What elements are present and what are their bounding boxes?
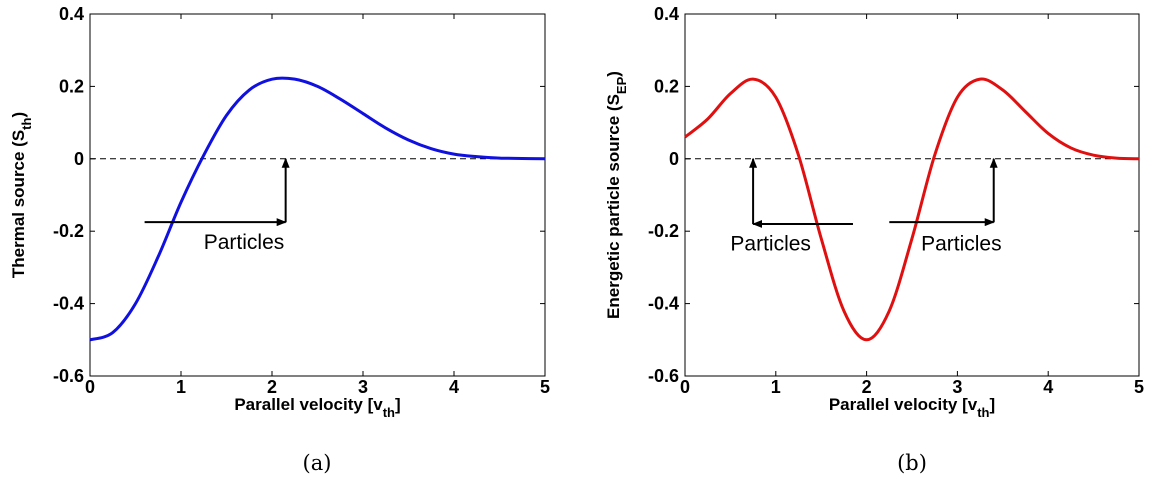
x-axis-label-sub: th: [383, 405, 395, 420]
x-axis-label: Parallel velocity [vth]: [234, 395, 400, 420]
x-tick-label: 2: [862, 377, 872, 397]
x-tick-label: 5: [1134, 377, 1144, 397]
series-line: [684, 77, 1140, 342]
y-axis-label: Energetic particle source (SEP): [604, 71, 629, 319]
y-axis-label: Thermal source (Sth): [9, 112, 34, 278]
x-tick-label: 1: [176, 377, 186, 397]
series-line: [89, 76, 546, 342]
panel-a: 0 1 2 3 4 5 -0.6 -0.4 -0.2 0 0.2 0.4 Particles Parall…: [9, 4, 550, 475]
y-tick-label: 0.2: [654, 76, 679, 96]
panel-b: 0 1 2 3 4 5 -0.6 -0.4 -0.2 0 0.2 0.4 Particles Partic…: [604, 4, 1144, 475]
y-tick-label: -0.2: [53, 221, 84, 241]
annotation-label: Particles: [921, 233, 1002, 256]
annotation-label: Particles: [204, 231, 285, 254]
x-tick-label: 0: [680, 377, 690, 397]
y-tick-label: -0.6: [648, 366, 679, 386]
y-tick-label: 0.2: [59, 76, 84, 96]
y-axis-label-tail: ): [604, 71, 623, 77]
panel-caption: (a): [303, 451, 332, 475]
x-tick-label: 0: [85, 377, 95, 397]
y-tick-label: 0: [74, 149, 84, 169]
x-tick-label: 4: [449, 377, 459, 397]
x-axis-label-sub: th: [977, 405, 989, 420]
y-tick-label: 0.4: [654, 4, 679, 24]
x-tick-label: 4: [1043, 377, 1053, 397]
y-axis-label-sub: th: [19, 117, 34, 129]
y-tick-label: 0: [669, 149, 679, 169]
y-tick-label: 0.4: [59, 4, 84, 24]
y-tick-label: -0.6: [53, 366, 84, 386]
y-axis-label-tail: ): [9, 112, 28, 118]
y-tick-label: -0.4: [648, 294, 679, 314]
annotation-label: Particles: [730, 233, 811, 256]
x-axis-label-tail: ]: [395, 395, 401, 414]
x-tick-label: 2: [267, 377, 277, 397]
x-tick-label: 3: [358, 377, 368, 397]
x-tick-label: 5: [540, 377, 550, 397]
y-tick-label: -0.2: [648, 221, 679, 241]
x-tick-label: 3: [952, 377, 962, 397]
y-axis-label-sub: EP: [614, 76, 629, 94]
x-tick-label: 1: [771, 377, 781, 397]
panel-caption: (b): [897, 451, 927, 475]
x-axis-label: Parallel velocity [vth]: [829, 395, 995, 420]
y-tick-label: -0.4: [53, 294, 84, 314]
x-axis-label-tail: ]: [989, 395, 995, 414]
plot-frame: [684, 13, 1140, 377]
plot-frame: [89, 13, 546, 377]
